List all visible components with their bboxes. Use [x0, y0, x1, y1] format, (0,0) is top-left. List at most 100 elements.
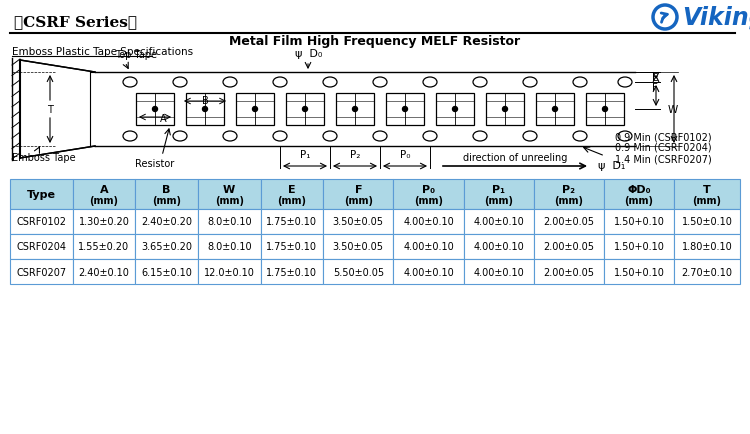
Ellipse shape	[373, 132, 387, 141]
Bar	[386, 94, 424, 126]
Text: 4.00±0.10: 4.00±0.10	[473, 242, 524, 252]
Circle shape	[152, 107, 157, 112]
Ellipse shape	[223, 78, 237, 88]
Text: 4.00±0.10: 4.00±0.10	[403, 242, 454, 252]
Text: 1.80±0.10: 1.80±0.10	[682, 242, 733, 252]
Bar	[534, 180, 604, 210]
Bar	[323, 210, 393, 234]
Bar	[604, 210, 674, 234]
Bar	[674, 234, 740, 260]
Text: A: A	[100, 184, 108, 194]
Bar	[260, 210, 323, 234]
Bar	[10, 180, 73, 210]
Bar	[73, 260, 135, 284]
Ellipse shape	[223, 132, 237, 141]
Text: W: W	[223, 184, 236, 194]
Bar	[534, 234, 604, 260]
Text: 1.75±0.10: 1.75±0.10	[266, 242, 317, 252]
Ellipse shape	[273, 78, 287, 88]
Circle shape	[553, 107, 557, 112]
Text: (mm): (mm)	[414, 196, 443, 206]
Text: (mm): (mm)	[278, 196, 306, 206]
Bar	[135, 210, 198, 234]
Bar	[135, 180, 198, 210]
Text: 2.40±0.20: 2.40±0.20	[141, 217, 192, 227]
Text: Metal Film High Frequency MELF Resistor: Metal Film High Frequency MELF Resistor	[230, 36, 520, 48]
Bar	[393, 234, 464, 260]
Text: 2.40±0.10: 2.40±0.10	[79, 267, 130, 277]
Ellipse shape	[373, 78, 387, 88]
Text: 6.15±0.10: 6.15±0.10	[141, 267, 192, 277]
Text: W: W	[668, 105, 678, 115]
Text: T: T	[704, 184, 711, 194]
Text: Type: Type	[27, 190, 56, 200]
Bar	[10, 260, 73, 284]
Text: P₁: P₁	[492, 184, 506, 194]
Circle shape	[503, 107, 508, 112]
Text: 0.9 Min (CSRF0204): 0.9 Min (CSRF0204)	[615, 143, 712, 153]
Circle shape	[202, 107, 208, 112]
Text: 12.0±0.10: 12.0±0.10	[204, 267, 255, 277]
Text: (mm): (mm)	[625, 196, 653, 206]
Text: Top Tape: Top Tape	[115, 50, 157, 60]
Bar	[73, 210, 135, 234]
Text: 8.0±0.10: 8.0±0.10	[207, 217, 251, 227]
Text: 4.00±0.10: 4.00±0.10	[403, 217, 454, 227]
Text: CSRF0102: CSRF0102	[16, 217, 66, 227]
Ellipse shape	[523, 78, 537, 88]
Text: E: E	[652, 73, 658, 83]
Bar	[604, 234, 674, 260]
Bar	[186, 94, 224, 126]
Text: 3.50±0.05: 3.50±0.05	[333, 217, 384, 227]
Bar	[198, 210, 260, 234]
Text: 1.4 Min (CSRF0207): 1.4 Min (CSRF0207)	[615, 154, 712, 164]
Bar	[323, 180, 393, 210]
Text: 2.00±0.05: 2.00±0.05	[543, 217, 594, 227]
Text: (mm): (mm)	[214, 196, 244, 206]
Bar	[198, 260, 260, 284]
Ellipse shape	[123, 132, 137, 141]
Text: E: E	[288, 184, 296, 194]
Bar	[236, 94, 274, 126]
Ellipse shape	[123, 78, 137, 88]
Ellipse shape	[473, 78, 487, 88]
Text: 2.00±0.05: 2.00±0.05	[543, 242, 594, 252]
Bar	[323, 260, 393, 284]
Ellipse shape	[173, 132, 187, 141]
Text: Emboss Plastic Tape Specifications: Emboss Plastic Tape Specifications	[12, 47, 194, 57]
Bar	[464, 210, 534, 234]
Text: 0.9 Min (CSRF0102): 0.9 Min (CSRF0102)	[615, 132, 712, 141]
Bar	[136, 94, 174, 126]
Text: (mm): (mm)	[89, 196, 118, 206]
Text: 1.55±0.20: 1.55±0.20	[79, 242, 130, 252]
Bar	[604, 260, 674, 284]
Text: B: B	[202, 96, 208, 106]
Bar	[135, 260, 198, 284]
Text: 1.75±0.10: 1.75±0.10	[266, 217, 317, 227]
Ellipse shape	[473, 132, 487, 141]
Bar	[393, 260, 464, 284]
Text: (mm): (mm)	[692, 196, 722, 206]
Text: 8.0±0.10: 8.0±0.10	[207, 242, 251, 252]
Bar	[10, 210, 73, 234]
Text: ψ  D₀: ψ D₀	[295, 49, 322, 59]
Text: 3.50±0.05: 3.50±0.05	[333, 242, 384, 252]
Circle shape	[403, 107, 407, 112]
Ellipse shape	[423, 132, 437, 141]
Bar	[323, 234, 393, 260]
Text: 1.50±0.10: 1.50±0.10	[682, 217, 733, 227]
Ellipse shape	[618, 78, 632, 88]
Text: P₀: P₀	[400, 150, 410, 160]
Text: CSRF0204: CSRF0204	[16, 242, 66, 252]
Text: (mm): (mm)	[344, 196, 373, 206]
Circle shape	[452, 107, 458, 112]
Bar	[536, 94, 574, 126]
Circle shape	[602, 107, 608, 112]
Text: P₁: P₁	[300, 150, 310, 160]
Ellipse shape	[573, 132, 587, 141]
Text: 1.50+0.10: 1.50+0.10	[614, 217, 664, 227]
Bar	[198, 234, 260, 260]
Text: F: F	[355, 184, 362, 194]
Bar	[286, 94, 324, 126]
Bar	[73, 234, 135, 260]
